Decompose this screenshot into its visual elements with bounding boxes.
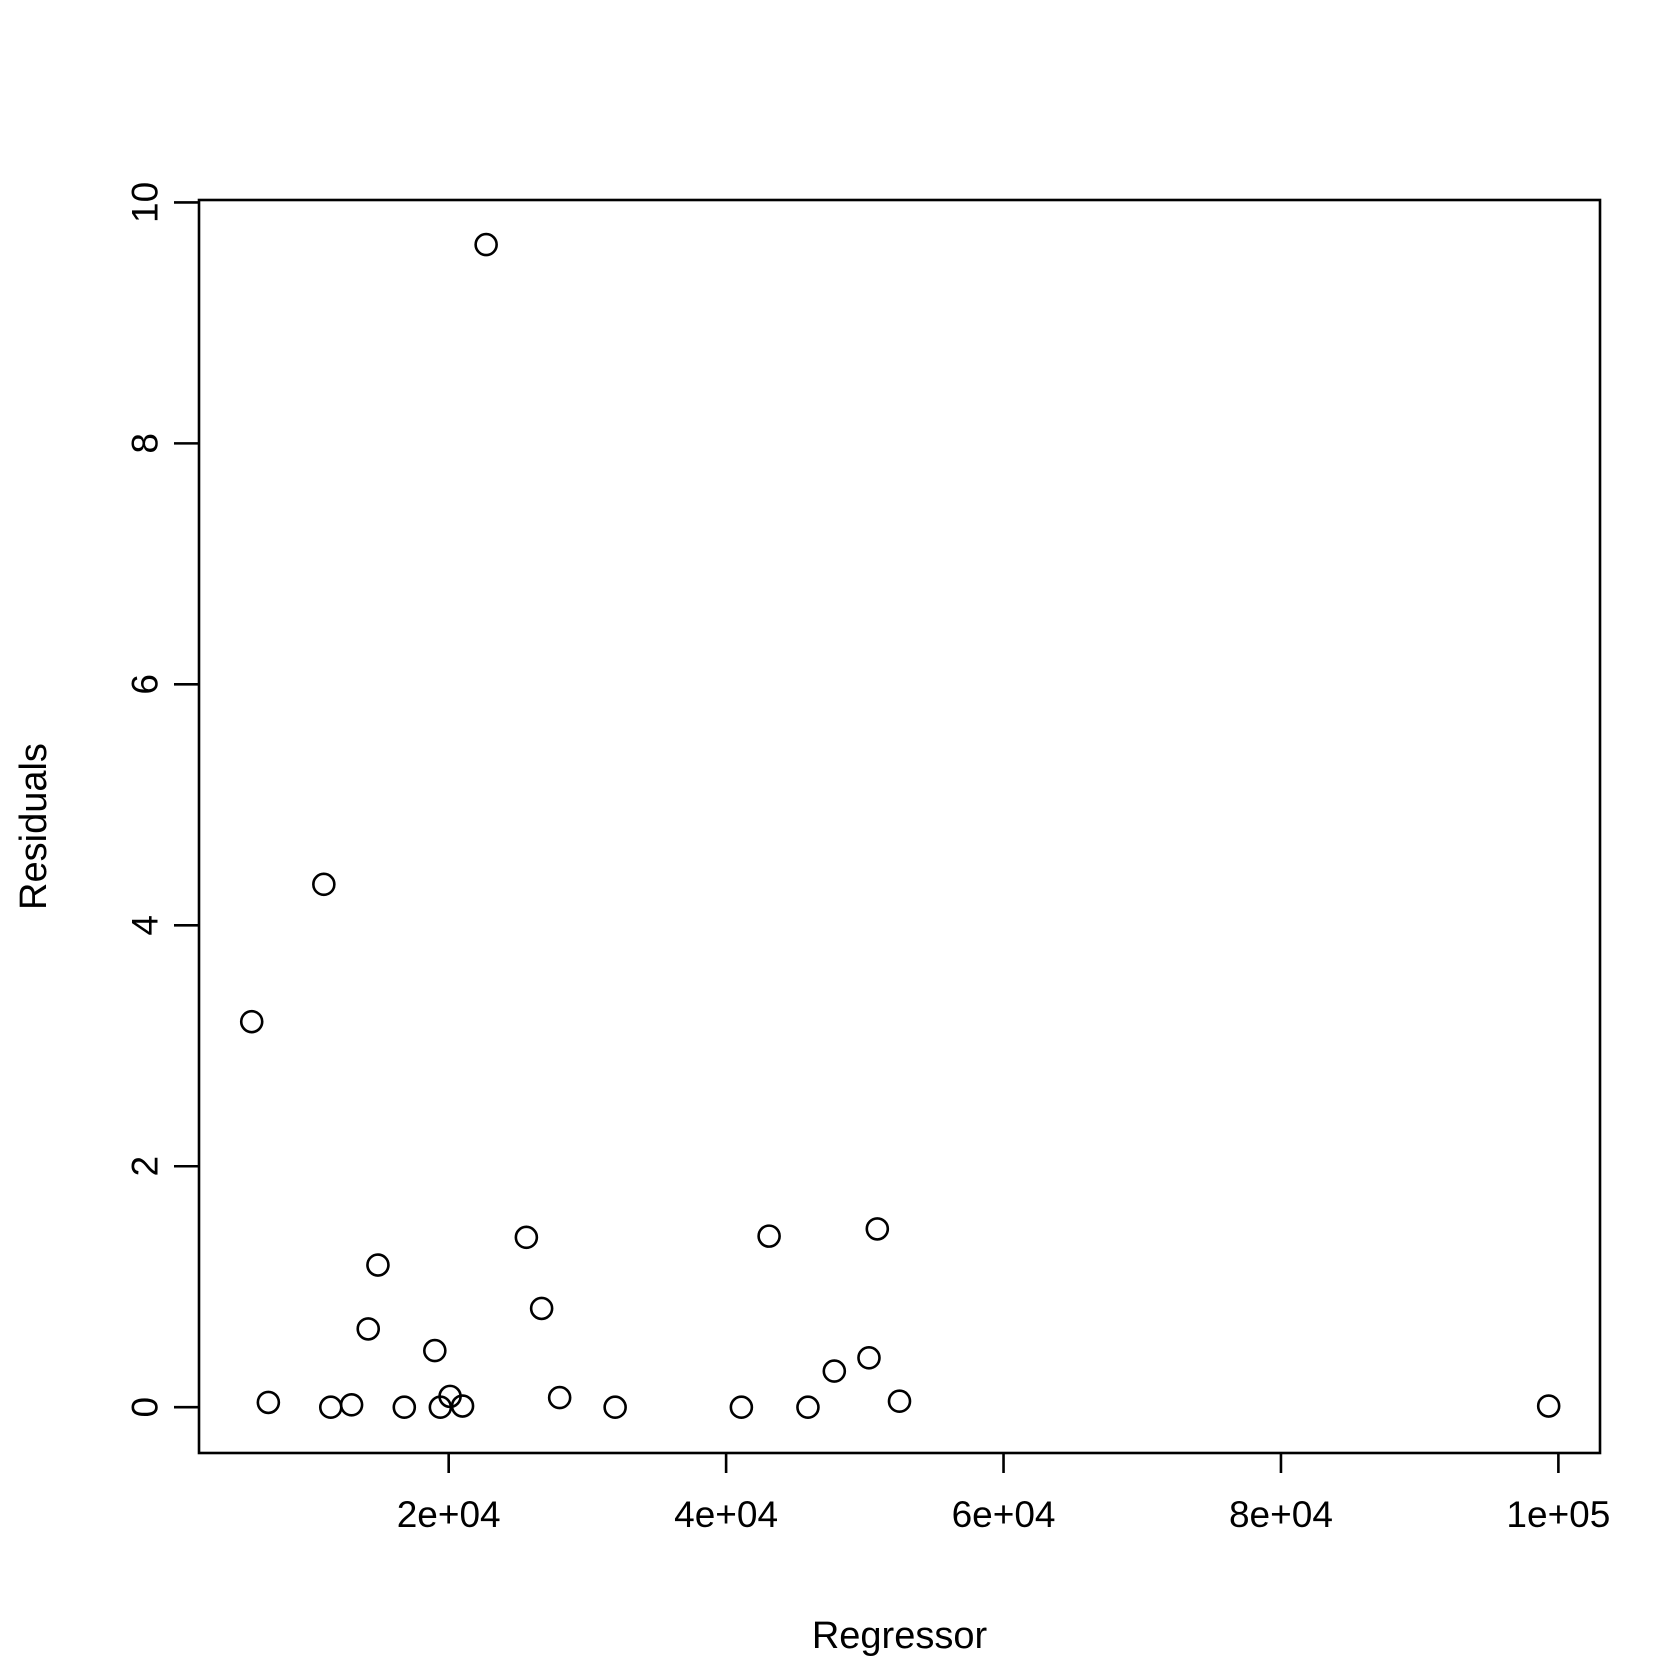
data-point	[256, 1390, 281, 1415]
data-point	[1536, 1394, 1561, 1418]
data-point	[757, 1224, 781, 1248]
x-tick-label: 6e+04	[952, 1494, 1056, 1535]
data-point	[822, 1359, 847, 1383]
y-tick-label: 0	[125, 1397, 166, 1418]
data-point	[239, 1009, 264, 1034]
data-point	[887, 1389, 912, 1413]
data-point	[529, 1296, 554, 1321]
data-point	[318, 1395, 343, 1420]
y-tick-label: 2	[125, 1156, 166, 1177]
y-tick-label: 4	[125, 915, 166, 936]
data-point	[865, 1217, 890, 1241]
data-point	[366, 1253, 390, 1277]
data-point	[796, 1395, 820, 1420]
data-point	[857, 1346, 881, 1370]
x-tick-label: 8e+04	[1229, 1494, 1333, 1535]
x-axis-title: Regressor	[812, 1615, 988, 1657]
y-tick-label: 8	[125, 433, 166, 454]
y-axis: 0 2 4 6 8 10	[125, 182, 199, 1418]
data-point	[423, 1338, 447, 1363]
x-tick-label: 1e+05	[1506, 1494, 1610, 1535]
data-point	[514, 1225, 539, 1250]
x-tick-label: 4e+04	[674, 1494, 778, 1535]
x-axis: 2e+04 4e+04 6e+04 8e+04 1e+05	[397, 1453, 1610, 1535]
data-point	[450, 1394, 475, 1418]
data-point	[729, 1395, 754, 1420]
x-tick-label: 2e+04	[397, 1494, 501, 1535]
data-point	[392, 1395, 417, 1420]
y-tick-label: 10	[125, 182, 166, 223]
data-point	[339, 1393, 364, 1417]
y-axis-title: Residuals	[13, 743, 55, 910]
data-point	[312, 872, 336, 897]
data-point	[356, 1317, 381, 1341]
data-point	[547, 1385, 572, 1410]
data-points	[239, 232, 1561, 1420]
y-tick-label: 6	[125, 674, 166, 695]
data-point	[474, 232, 498, 257]
plot-frame	[197, 198, 1602, 1455]
data-point	[603, 1395, 627, 1420]
